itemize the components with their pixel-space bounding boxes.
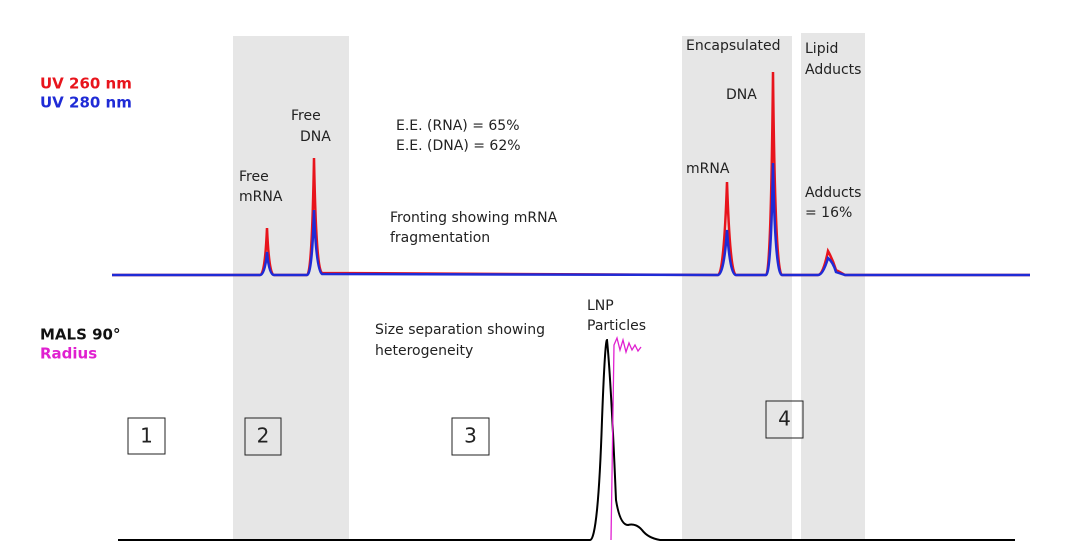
region-band: [801, 33, 865, 540]
radius-trace: [610, 335, 642, 541]
legend-uv280: UV 280 nm: [40, 94, 132, 112]
region-box: [451, 417, 490, 456]
uv280-trace: [112, 162, 1030, 277]
region-label: 3: [464, 424, 477, 448]
region-label: 2: [257, 424, 270, 448]
legend-uv260: UV 260 nm: [40, 75, 132, 93]
annotation: DNA: [726, 87, 757, 103]
region-label: 1: [140, 424, 153, 448]
region-band: [682, 36, 792, 540]
annotation: Free: [239, 169, 269, 185]
annotation: heterogeneity: [375, 343, 473, 359]
annotation: mRNA: [239, 189, 283, 205]
region-box: [127, 417, 166, 455]
region-box: [765, 400, 804, 439]
annotation: E.E. (DNA) = 62%: [396, 138, 521, 154]
annotation: E.E. (RNA) = 65%: [396, 118, 520, 134]
annotation: DNA: [300, 129, 331, 145]
annotation: fragmentation: [390, 230, 490, 246]
annotation: Size separation showing: [375, 322, 545, 338]
annotation: Lipid: [805, 41, 838, 57]
region-band: [233, 36, 349, 540]
annotation: Adducts: [805, 62, 861, 78]
annotation: LNP: [587, 298, 614, 314]
annotation: Fronting showing mRNA: [390, 210, 558, 226]
region-box: [244, 417, 282, 456]
legend-radius: Radius: [40, 345, 97, 363]
legend-mals: MALS 90°: [40, 326, 121, 344]
annotation: Particles: [587, 318, 646, 334]
region-label: 4: [778, 407, 791, 431]
annotation: Encapsulated: [686, 38, 781, 54]
annotation: mRNA: [686, 161, 730, 177]
annotation: = 16%: [805, 205, 852, 221]
annotation: Adducts: [805, 185, 861, 201]
annotation: Free: [291, 108, 321, 124]
